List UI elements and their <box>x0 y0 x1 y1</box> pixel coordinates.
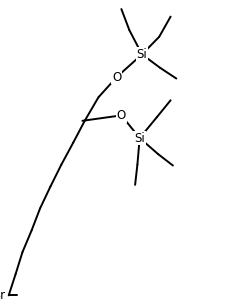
Text: O: O <box>112 70 121 84</box>
Text: Si: Si <box>137 48 147 61</box>
Text: Br: Br <box>0 289 6 302</box>
Text: Si: Si <box>134 131 145 145</box>
Text: O: O <box>117 109 126 122</box>
